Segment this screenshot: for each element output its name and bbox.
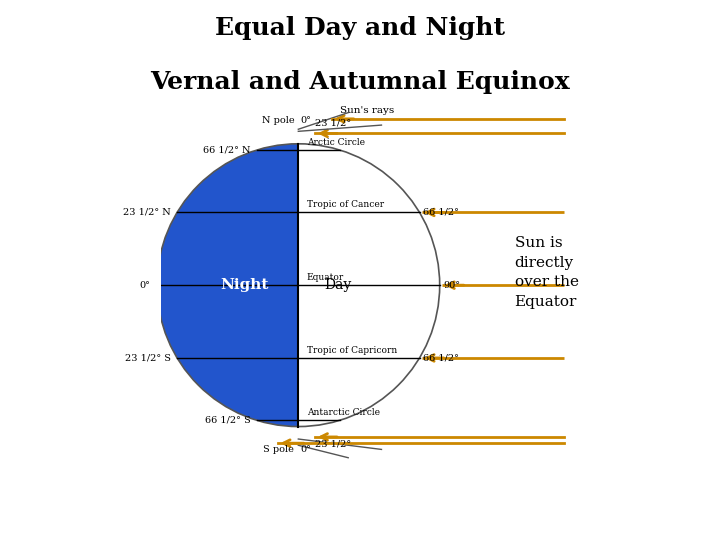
Text: Tropic of Capricorn: Tropic of Capricorn [307, 346, 397, 355]
Text: Sun is
directly
over the
Equator: Sun is directly over the Equator [515, 237, 579, 309]
Text: 23 1/2° S: 23 1/2° S [125, 354, 171, 362]
Text: Sun's rays: Sun's rays [340, 106, 394, 114]
Text: Equal Day and Night: Equal Day and Night [215, 16, 505, 40]
Text: 0°: 0° [300, 446, 311, 454]
Text: 66 1/2°: 66 1/2° [423, 354, 459, 362]
Text: Vernal and Autumnal Equinox: Vernal and Autumnal Equinox [150, 70, 570, 94]
Text: 66 1/2° S: 66 1/2° S [204, 416, 251, 425]
Wedge shape [298, 144, 440, 427]
Text: Night: Night [220, 278, 269, 292]
Text: 66 1/2°: 66 1/2° [423, 208, 459, 217]
Wedge shape [157, 144, 298, 427]
Text: Equator: Equator [307, 273, 344, 282]
Text: Antarctic Circle: Antarctic Circle [307, 408, 379, 417]
Text: 23 1/2°: 23 1/2° [315, 118, 351, 127]
Text: Day: Day [324, 278, 351, 292]
Text: 0°: 0° [300, 116, 311, 125]
Text: 90°: 90° [443, 281, 460, 289]
Text: 0°: 0° [140, 281, 150, 289]
Text: 66 1/2° N: 66 1/2° N [203, 146, 251, 154]
Text: 23 1/2° N: 23 1/2° N [123, 208, 171, 217]
Text: Arctic Circle: Arctic Circle [307, 138, 364, 147]
Text: S pole: S pole [264, 446, 294, 454]
Text: Tropic of Cancer: Tropic of Cancer [307, 200, 384, 209]
Text: N pole: N pole [261, 116, 294, 125]
Text: 23 1/2°: 23 1/2° [315, 439, 351, 448]
